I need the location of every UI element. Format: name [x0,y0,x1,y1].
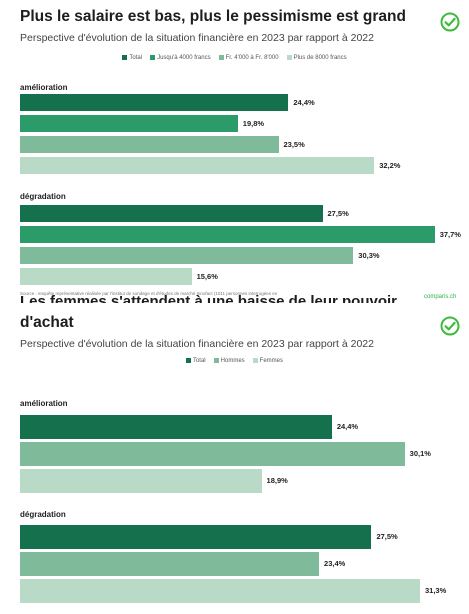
data-label: 32,2% [379,160,401,170]
chart-legend: Total Hommes Femmes [0,358,469,364]
data-label: 27,5% [327,208,349,218]
chart-subtitle: Perspective d'évolution de la situation … [20,338,374,350]
legend-label: Total [129,55,143,61]
data-label: 27,5% [376,532,398,541]
chart-title: Plus le salaire est bas, plus le pessimi… [20,8,406,25]
legend-label: Total [192,358,206,364]
legend-swatch [185,358,191,363]
data-label: 23,5% [283,139,305,149]
legend-item: Jusqu'à 4000 francs [150,55,211,61]
chart-title: d'achat [20,314,74,331]
bar [20,226,435,243]
legend-label: Jusqu'à 4000 francs [157,55,211,61]
bar [20,157,375,174]
bar [20,469,262,493]
legend-swatch [218,55,224,60]
bar [20,579,420,603]
data-label: 18,9% [266,476,288,485]
bar [20,442,405,466]
brand-label: comparis.ch [424,294,457,300]
category-label: dégradation [20,510,66,519]
legend-item: Hommes [213,358,245,364]
legend-label: Hommes [220,358,245,364]
legend-label: Femmes [259,358,284,364]
legend-swatch [150,55,156,60]
data-label: 24,4% [293,97,315,107]
data-label: 30,3% [358,250,380,260]
legend-label: Plus de 8000 francs [293,55,347,61]
legend-swatch [213,358,219,363]
bar [20,136,279,153]
data-label: 15,6% [196,271,218,281]
chart-legend: Total Jusqu'à 4000 francs Fr. 4'000 à Fr. … [0,55,469,61]
legend-item: Plus de 8000 francs [286,55,347,61]
category-label: amélioration [20,399,68,408]
bar [20,552,320,576]
chart-panel-gender: d'achat Perspective d'évolution de la si… [0,304,469,614]
data-label: 24,4% [336,422,359,431]
bar [20,415,332,439]
data-label: 31,3% [425,586,447,595]
legend-label: Fr. 4'000 à Fr. 8'000 [225,55,279,61]
data-label: 23,4% [324,559,346,568]
source-note: Source : enquête représentative réalisée… [20,291,278,296]
legend-item: Total [185,358,206,364]
bar [20,525,372,549]
bar [20,94,289,111]
chart-panel-salary: Plus le salaire est bas, plus le pessimi… [0,0,469,304]
check-circle-icon [440,316,460,341]
check-circle-icon [440,12,460,37]
legend-item: Femmes [252,358,284,364]
category-label: dégradation [20,192,66,201]
chart-subtitle: Perspective d'évolution de la situation … [20,32,374,44]
legend-swatch [252,358,258,363]
legend-item: Fr. 4'000 à Fr. 8'000 [218,55,279,61]
category-label: amélioration [20,83,68,92]
bar [20,205,323,222]
bar [20,247,354,264]
data-label: 30,1% [409,449,431,458]
data-label: 19,8% [242,118,265,128]
bar [20,115,238,132]
chart-title-overlap: Les femmes s'attendent à une baisse de l… [20,293,398,310]
legend-item: Total [122,55,142,61]
legend-swatch [286,55,292,60]
data-label: 37,7% [439,229,461,239]
legend-swatch [122,55,128,60]
bar [20,268,192,285]
